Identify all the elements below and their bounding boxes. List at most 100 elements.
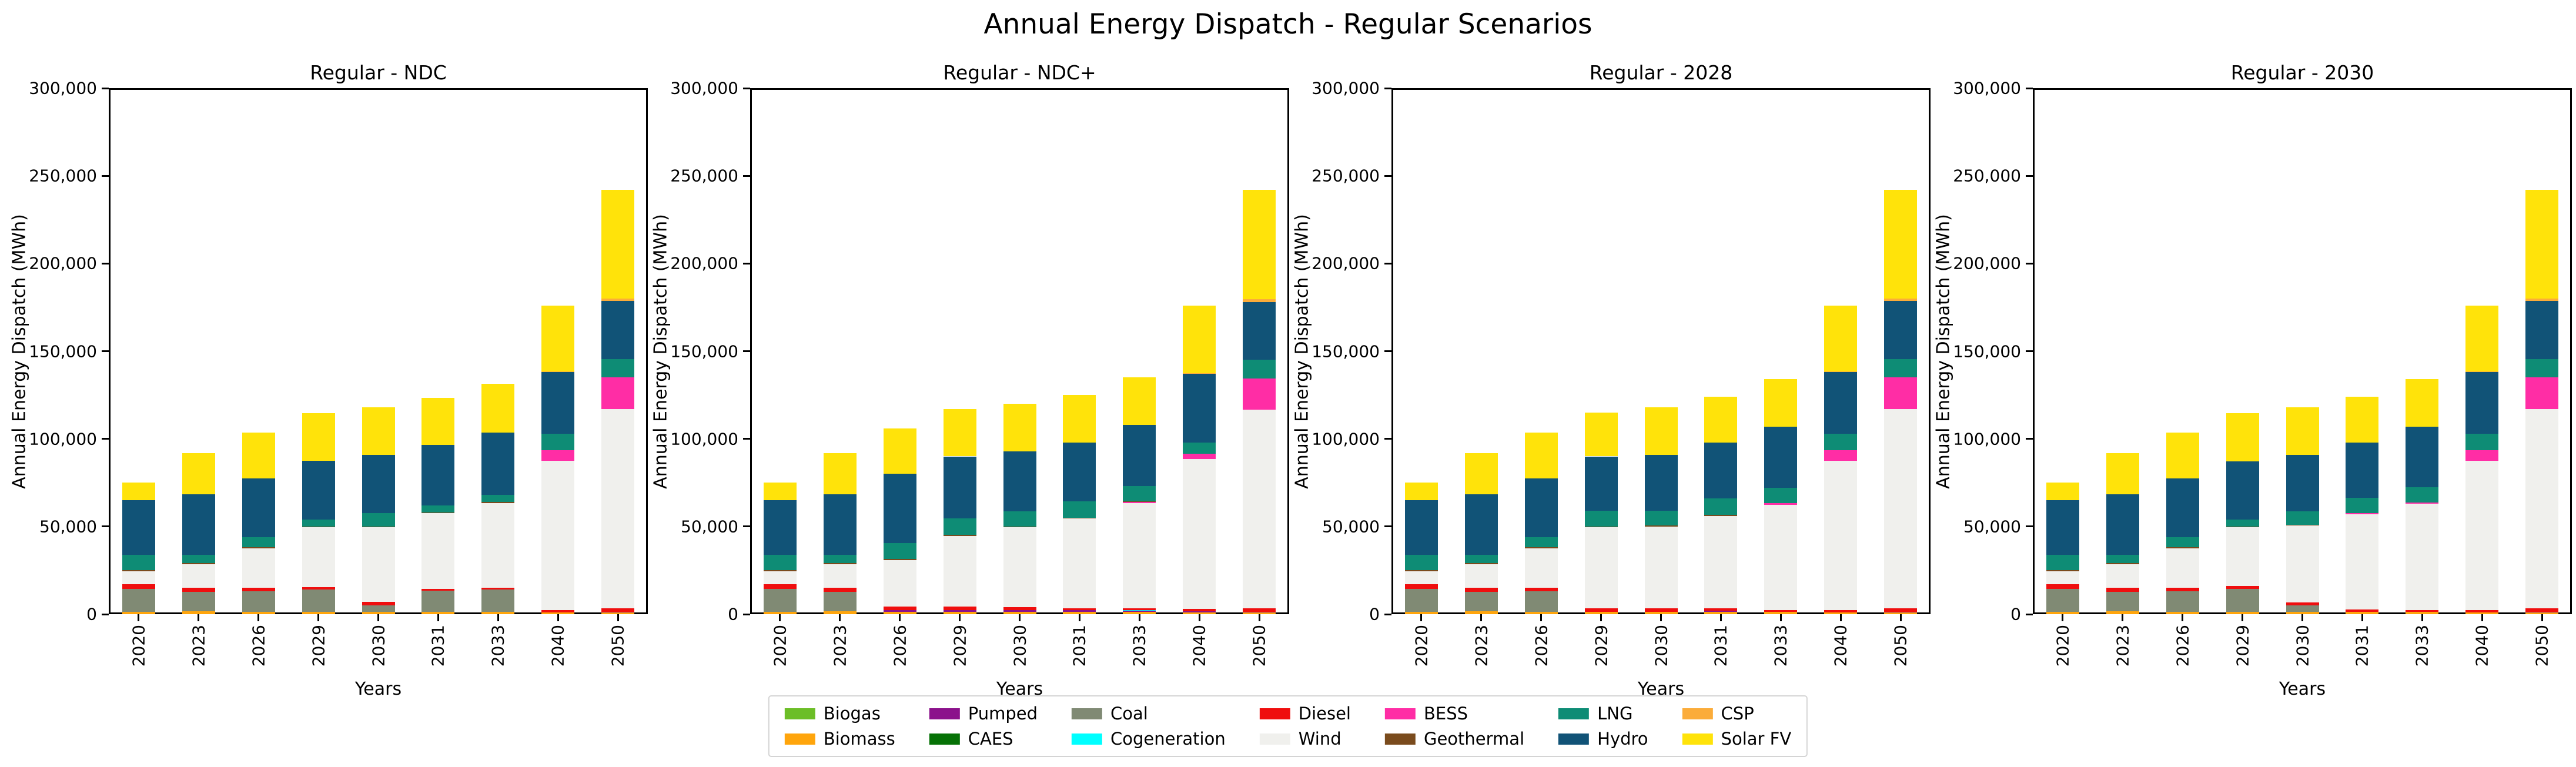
y-tick-mark <box>743 438 750 440</box>
bar-2050-csp <box>1884 299 1918 302</box>
x-tick-mark <box>2122 614 2124 621</box>
legend-item-biogas: Biogas <box>784 704 895 724</box>
bar-2033-geothermal <box>481 502 515 503</box>
bar-2031-lng <box>2346 497 2379 514</box>
bar-2026-biomass <box>2166 611 2199 614</box>
legend-item-pumped: Pumped <box>929 704 1038 724</box>
bar-2033-hydro <box>481 433 515 495</box>
bar-2029-hydro <box>943 456 976 519</box>
bar-2030-hydro <box>1644 454 1678 511</box>
bar-2023-hydro <box>1464 494 1498 555</box>
x-tick-label: 2031 <box>1069 625 1089 667</box>
x-tick-mark <box>1420 614 1423 621</box>
x-tick-mark <box>2242 614 2244 621</box>
bar-2030-diesel <box>2286 602 2319 606</box>
bar-2031-diesel <box>2346 609 2379 612</box>
x-tick-mark <box>1540 614 1543 621</box>
bar-2033-wind <box>1764 504 1798 610</box>
bar-2020-wind <box>2046 571 2079 585</box>
bar-2020-biomass <box>122 611 155 614</box>
bar-2026-biomass <box>1524 611 1558 614</box>
bar-2023-diesel <box>1464 588 1498 592</box>
bar-2040-solar-fv <box>1183 305 1216 373</box>
bar-2020-diesel <box>1404 584 1438 589</box>
x-tick-mark <box>839 614 841 621</box>
bar-2020-coal <box>122 588 155 612</box>
bar-2029-biomass <box>1584 611 1618 614</box>
x-tick-mark <box>2541 614 2543 621</box>
x-tick-label: 2023 <box>1471 625 1491 667</box>
bar-2033-hydro <box>1764 426 1798 488</box>
y-tick-label: 150,000 <box>1312 341 1380 361</box>
x-tick-mark <box>779 614 781 621</box>
legend-item-coal: Coal <box>1072 704 1226 724</box>
y-axis-label: Annual Energy Dispatch (MWh) <box>9 213 30 489</box>
bar-2031-solar-fv <box>1063 395 1096 443</box>
bar-2023-lng <box>823 554 857 563</box>
bar-2031-geothermal <box>421 512 455 514</box>
legend-item-csp: CSP <box>1682 704 1792 724</box>
legend-label: Wind <box>1298 729 1341 749</box>
bar-2029-geothermal <box>2226 526 2259 528</box>
x-tick-mark <box>1078 614 1080 621</box>
bar-2030-lng <box>2286 511 2319 525</box>
bar-2040-csp <box>541 371 575 373</box>
x-tick-label: 2031 <box>428 625 448 667</box>
bar-2029-wind <box>1584 527 1618 608</box>
x-tick-mark <box>557 614 559 621</box>
bar-2033-bess <box>1123 502 1156 503</box>
y-tick-mark <box>743 87 750 89</box>
legend-item-lng: LNG <box>1558 704 1648 724</box>
x-tick-mark <box>1899 614 1902 621</box>
bar-2050-wind <box>1884 408 1918 608</box>
legend-label: LNG <box>1597 704 1633 724</box>
bar-2040-hydro <box>2465 372 2499 434</box>
x-tick-mark <box>1258 614 1260 621</box>
bar-2031-solar-fv <box>421 397 455 446</box>
bar-2030-biomass <box>362 611 395 614</box>
legend-swatch-cogeneration-icon <box>1072 733 1103 745</box>
y-tick-mark <box>1384 438 1391 440</box>
legend-item-biomass: Biomass <box>784 729 895 749</box>
bar-2029-hydro <box>2226 461 2259 520</box>
bar-2031-solar-fv <box>1704 397 1738 443</box>
y-tick-label: 0 <box>86 604 97 624</box>
bar-2030-lng <box>362 513 395 527</box>
bar-2040-bess <box>541 450 575 461</box>
y-tick-label: 200,000 <box>29 253 97 273</box>
bar-2040-bess <box>1824 450 1858 461</box>
bar-2029-biomass <box>2226 611 2259 614</box>
bar-2023-solar-fv <box>2106 453 2139 494</box>
y-tick-label: 50,000 <box>681 517 738 537</box>
bar-2020-solar-fv <box>122 483 155 501</box>
x-tick-label: 2026 <box>249 625 269 667</box>
bar-2026-geothermal <box>883 558 916 560</box>
bar-2050-csp <box>601 299 635 302</box>
bar-2023-diesel <box>182 588 215 592</box>
bar-2031-solar-fv <box>2346 397 2379 443</box>
bar-2020-lng <box>122 554 155 570</box>
bar-2023-geothermal <box>1464 562 1498 564</box>
y-tick-mark <box>1384 87 1391 89</box>
bar-2050-lng <box>2525 359 2559 378</box>
bar-2030-solar-fv <box>362 407 395 455</box>
bar-2030-solar-fv <box>2286 407 2319 455</box>
subplot-title: Regular - 2030 <box>2230 61 2374 84</box>
x-tick-label: 2029 <box>309 625 329 667</box>
bar-2020-lng <box>763 554 797 570</box>
x-tick-label: 2031 <box>2352 625 2372 667</box>
bar-2026-coal <box>1524 591 1558 612</box>
bar-2029-coal <box>302 590 335 612</box>
bar-2020-lng <box>1404 554 1438 570</box>
bar-2020-hydro <box>2046 500 2079 555</box>
plot-area <box>750 88 1289 614</box>
bar-2029-hydro <box>302 460 335 520</box>
x-tick-label: 2030 <box>1651 625 1671 667</box>
x-tick-label: 2050 <box>608 625 628 667</box>
bar-2033-diesel <box>2406 609 2439 612</box>
bar-2033-lng <box>1123 486 1156 502</box>
bar-2033-coal <box>481 590 515 612</box>
bar-2029-biomass <box>943 611 976 614</box>
legend-label: Coal <box>1110 704 1148 724</box>
